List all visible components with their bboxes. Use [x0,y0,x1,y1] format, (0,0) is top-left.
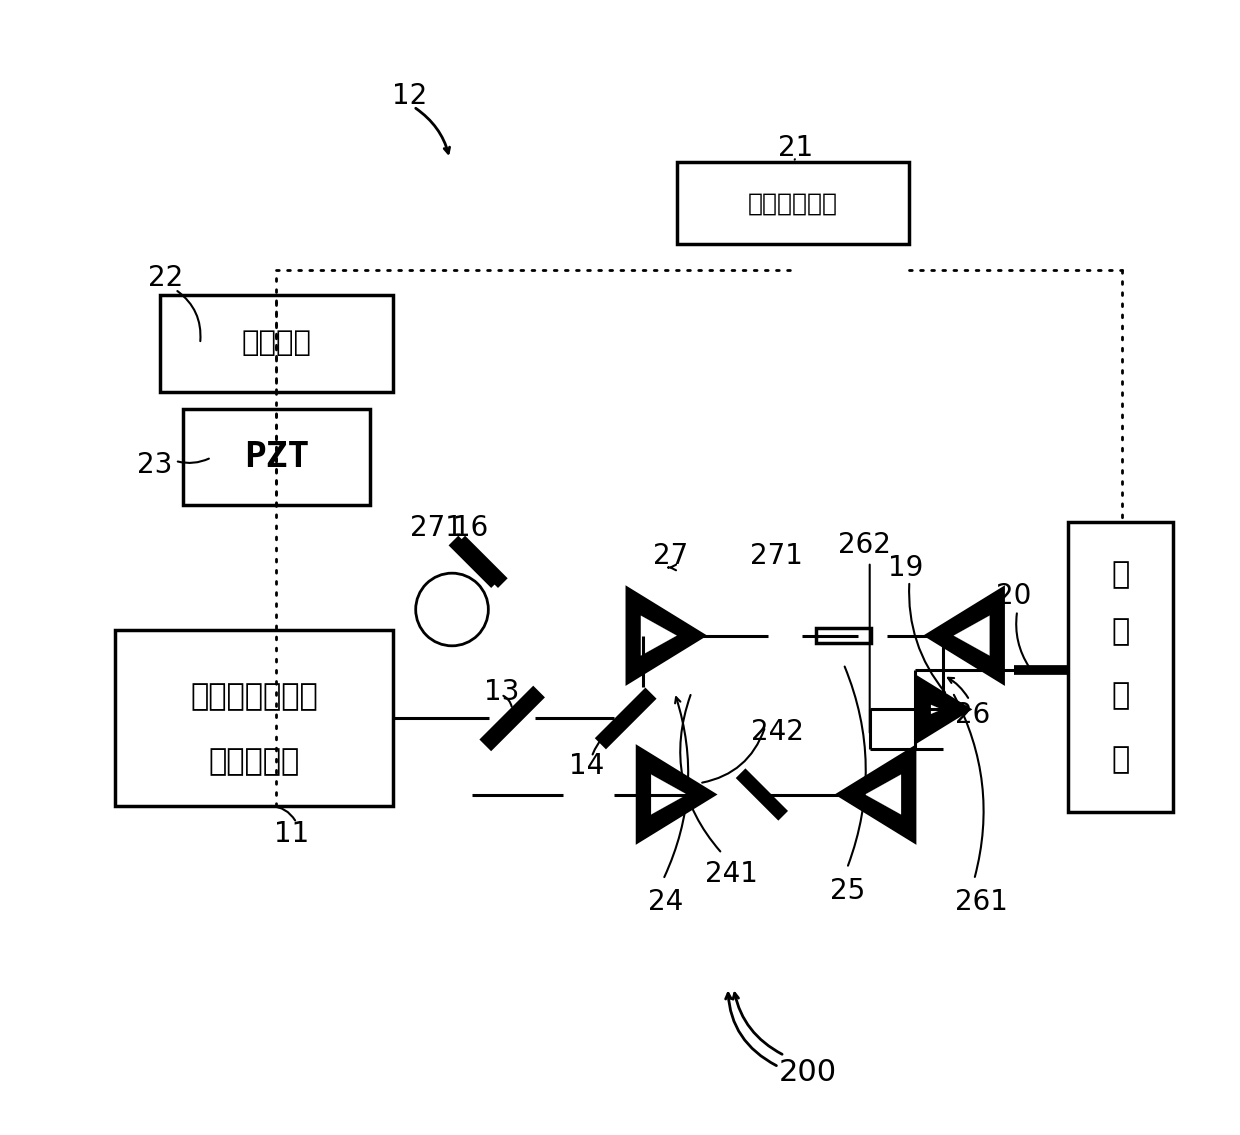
Bar [1069,522,1173,812]
Text: 测: 测 [1111,617,1130,647]
Text: 23: 23 [136,452,172,479]
Text: 262: 262 [837,531,890,558]
Polygon shape [598,690,653,747]
Text: 11: 11 [274,821,309,848]
Text: 14: 14 [569,753,604,780]
Polygon shape [627,588,704,683]
Text: 重频锁定且可调: 重频锁定且可调 [190,682,317,712]
Text: 22: 22 [149,264,184,292]
Text: 261: 261 [955,889,1008,916]
Text: 200: 200 [779,1058,837,1087]
Text: 20: 20 [996,582,1032,609]
Bar [677,162,909,244]
Polygon shape [816,628,870,642]
Text: 飞秒激光器: 飞秒激光器 [208,747,300,776]
Polygon shape [738,771,786,818]
Bar [115,630,393,806]
Text: 件: 件 [1111,745,1130,774]
Text: 271: 271 [409,514,463,541]
Polygon shape [838,747,915,842]
Text: 241: 241 [706,860,758,888]
Polygon shape [926,588,1003,683]
Polygon shape [458,538,505,586]
Polygon shape [651,774,687,815]
Text: 器: 器 [1111,681,1130,711]
Text: 19: 19 [888,554,924,581]
Text: 16: 16 [453,514,487,541]
Text: 信号发生单元: 信号发生单元 [748,191,838,216]
Polygon shape [931,705,941,714]
Text: 12: 12 [392,83,428,110]
Bar [160,295,393,392]
Text: 24: 24 [649,889,683,916]
Text: 21: 21 [779,134,813,161]
Text: 26: 26 [955,701,990,729]
Text: 触发单元: 触发单元 [242,329,311,358]
Bar [184,409,371,505]
Polygon shape [451,538,498,586]
Text: 25: 25 [830,877,866,905]
Polygon shape [641,615,677,656]
Text: 242: 242 [750,718,804,746]
Polygon shape [954,615,990,656]
Text: 271: 271 [750,543,804,570]
Text: 27: 27 [653,543,688,570]
Polygon shape [637,747,714,842]
Polygon shape [482,688,542,749]
Text: 探: 探 [1111,560,1130,589]
Text: 13: 13 [484,679,520,706]
Polygon shape [866,774,901,815]
Polygon shape [918,678,968,741]
Text: PZT: PZT [244,440,309,473]
